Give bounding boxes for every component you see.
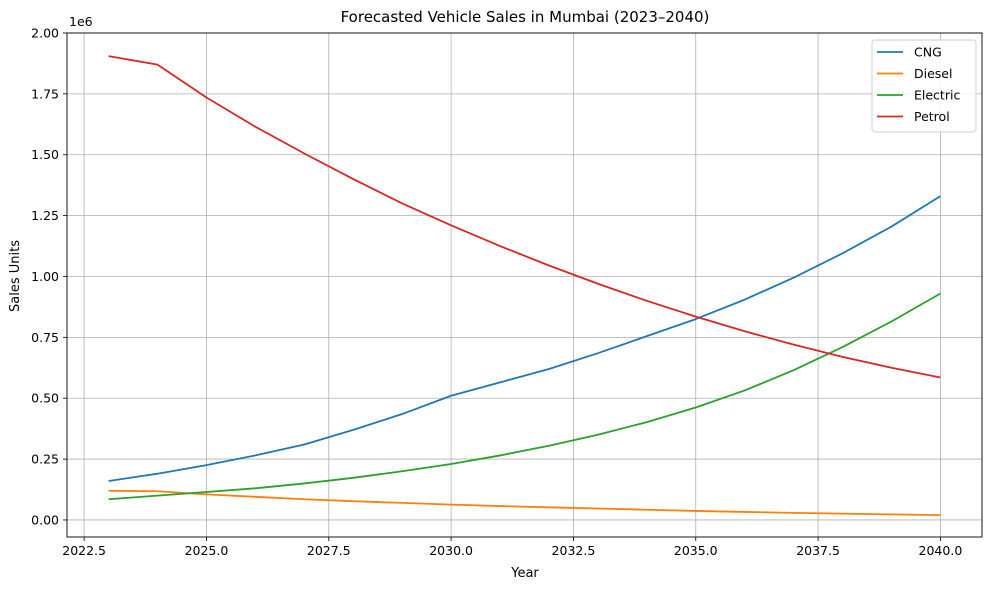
x-tick-label: 2022.5 bbox=[62, 543, 106, 558]
x-tick-label: 2040.0 bbox=[919, 543, 963, 558]
plot-frame bbox=[66, 32, 983, 538]
y-offset-label: 1e6 bbox=[69, 14, 93, 29]
x-tick-label: 2025.0 bbox=[185, 543, 229, 558]
y-tick-label: 1.50 bbox=[31, 147, 59, 162]
y-tick-label: 1.75 bbox=[31, 86, 59, 101]
y-tick-label: 1.25 bbox=[31, 208, 59, 223]
y-tick-label: 1.00 bbox=[31, 269, 59, 284]
legend-label-cng: CNG bbox=[914, 45, 942, 60]
legend-label-electric: Electric bbox=[914, 88, 960, 103]
x-tick-label: 2032.5 bbox=[552, 543, 596, 558]
legend-label-diesel: Diesel bbox=[914, 66, 952, 81]
y-tick-label: 0.75 bbox=[31, 330, 59, 345]
legend-label-petrol: Petrol bbox=[914, 109, 950, 124]
series-line-electric bbox=[108, 292, 941, 501]
x-tick-label: 2030.0 bbox=[429, 543, 473, 558]
grid-layer bbox=[67, 32, 982, 537]
x-tick-label: 2037.5 bbox=[796, 543, 840, 558]
chart-title: Forecasted Vehicle Sales in Mumbai (2023… bbox=[341, 8, 710, 26]
axis-layer: 2022.5 2025.0 2027.5 2030.0 2032.5 2035.0 2037… bbox=[31, 26, 983, 558]
legend: CNG Diesel Electric Petrol bbox=[871, 39, 977, 133]
y-tick-label: 0.00 bbox=[31, 512, 59, 527]
y-tick-label: 0.50 bbox=[31, 391, 59, 406]
series-line-cng bbox=[108, 195, 941, 482]
y-tick-label: 2.00 bbox=[31, 26, 59, 41]
y-axis-label: Sales Units bbox=[8, 240, 23, 312]
x-axis-label: Year bbox=[510, 566, 539, 581]
series-line-diesel bbox=[108, 489, 941, 516]
legend-box bbox=[871, 39, 977, 133]
series-line-petrol bbox=[108, 55, 941, 379]
series-layer bbox=[108, 55, 941, 516]
x-tick-label: 2027.5 bbox=[307, 543, 351, 558]
y-tick-label: 0.25 bbox=[31, 452, 59, 467]
x-tick-label: 2035.0 bbox=[674, 543, 718, 558]
